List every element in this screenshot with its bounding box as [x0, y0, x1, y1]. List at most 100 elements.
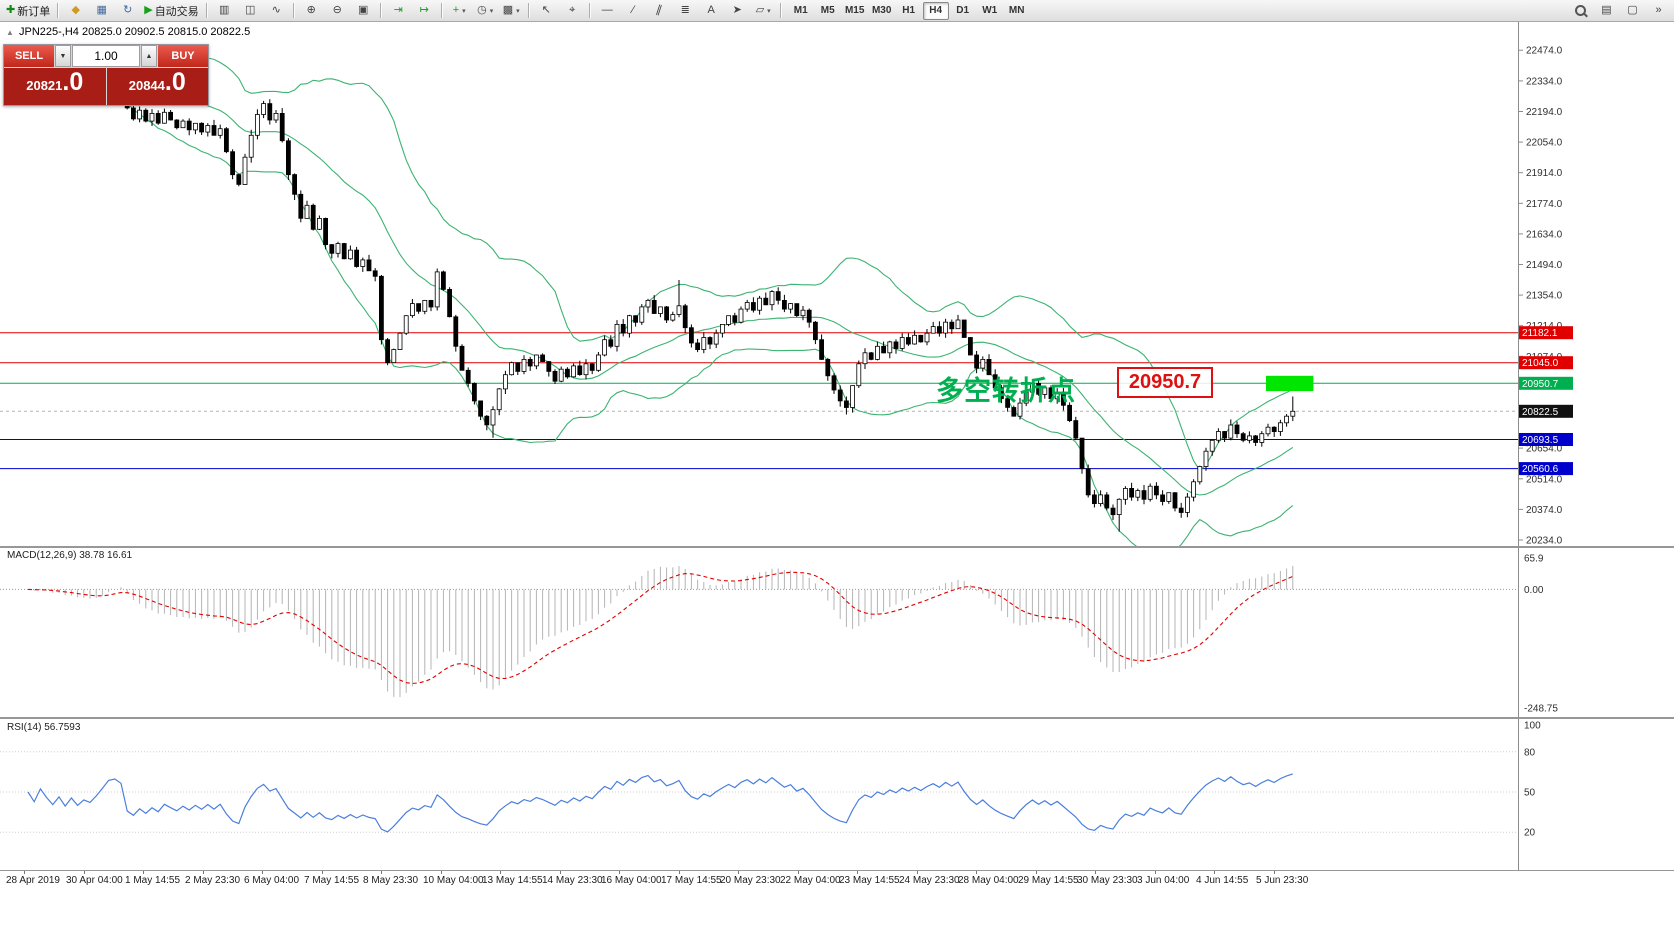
- timeframe-m15-button[interactable]: M15: [844, 5, 865, 16]
- toolbar-separator: [292, 3, 295, 18]
- sell-button[interactable]: SELL: [4, 45, 54, 67]
- horizontal-line-icon: ―: [601, 4, 613, 16]
- buy-button[interactable]: BUY: [158, 45, 208, 67]
- rsi-indicator-label: RSI(14) 56.7593: [7, 722, 81, 733]
- macd-panel[interactable]: 65.9 0.00 -248.75: [0, 546, 1674, 717]
- timeframe-m30-button[interactable]: M30: [871, 5, 892, 16]
- line-chart-type-button[interactable]: ∿: [264, 1, 289, 21]
- time-tick: [84, 871, 85, 874]
- autotrading-button[interactable]: ▶ 自动交易: [141, 1, 201, 21]
- svg-text:-248.75: -248.75: [1524, 704, 1558, 715]
- time-tick: [1214, 871, 1215, 874]
- sell-price[interactable]: 20821.0: [4, 68, 106, 105]
- time-label: 14 May 23:30: [542, 875, 603, 886]
- time-label: 29 May 14:55: [1018, 875, 1079, 886]
- time-label: 1 May 14:55: [125, 875, 181, 886]
- auto-scroll-button[interactable]: ⇥: [386, 1, 411, 21]
- chart-shift-icon: ↦: [419, 4, 429, 16]
- toolbar-overflow-button[interactable]: »: [1646, 1, 1671, 21]
- time-tick: [679, 871, 680, 874]
- time-tick: [500, 871, 501, 874]
- one-click-trading-panel: SELL ▼ 1.00 ▲ BUY 20821.0 20844.0: [3, 44, 209, 106]
- arrow-tool-button[interactable]: ➤: [725, 1, 750, 21]
- new-order-button[interactable]: ✚ 新订单: [3, 1, 53, 21]
- chart-shift-button[interactable]: ↦: [412, 1, 437, 21]
- time-tick: [1155, 871, 1156, 874]
- buy-price-pips: .0: [164, 68, 186, 96]
- templates-icon: ▩: [502, 4, 514, 16]
- search-button[interactable]: [1568, 1, 1593, 21]
- green-zone-rect[interactable]: [1266, 375, 1314, 392]
- timeframe-m1-button[interactable]: M1: [793, 5, 808, 16]
- price-axis[interactable]: 22474.0 22334.0 22194.0 22054.0 21914.0 21774…: [1518, 22, 1573, 546]
- time-tick: [619, 871, 620, 874]
- chevron-down-icon: ▾: [462, 7, 466, 15]
- new-chart-button[interactable]: ▢: [1620, 1, 1645, 21]
- fibonacci-button[interactable]: ≣: [673, 1, 698, 21]
- cursor-button[interactable]: ↖: [534, 1, 559, 21]
- time-label: 28 May 04:00: [958, 875, 1019, 886]
- time-label: 2 May 23:30: [185, 875, 241, 886]
- arrow-tool-icon: ➤: [732, 4, 742, 16]
- channel-button[interactable]: ∥: [647, 1, 672, 21]
- channel-icon: ∥: [654, 3, 664, 17]
- data-window-button[interactable]: ▤: [1594, 1, 1619, 21]
- text-tool-button[interactable]: A: [699, 1, 724, 21]
- toolbar-separator: [379, 3, 382, 18]
- market-watch-button[interactable]: ▦: [89, 1, 114, 21]
- chevron-down-icon: ▾: [489, 7, 494, 15]
- time-tick: [203, 871, 204, 874]
- time-label: 16 May 04:00: [601, 875, 662, 886]
- svg-text:22054.0: 22054.0: [1526, 138, 1563, 149]
- trendline-button[interactable]: ∕: [621, 1, 646, 21]
- candlestick-type-button[interactable]: ◫: [238, 1, 263, 21]
- templates-button[interactable]: ▩ ▾: [499, 1, 524, 21]
- svg-text:21354.0: 21354.0: [1526, 291, 1563, 302]
- svg-text:21914.0: 21914.0: [1526, 168, 1563, 179]
- trendline-icon: ∕: [632, 4, 635, 16]
- zoom-in-button[interactable]: ⊕: [299, 1, 324, 21]
- zoom-out-button[interactable]: ⊖: [325, 1, 350, 21]
- timeframe-h4-button[interactable]: H4: [922, 1, 949, 20]
- volume-up-button[interactable]: ▲: [141, 45, 157, 67]
- auto-scroll-icon: ⇥: [393, 4, 403, 16]
- svg-text:20693.5: 20693.5: [1522, 435, 1559, 446]
- volume-down-button[interactable]: ▼: [55, 45, 71, 67]
- autotrading-button-label: 自动交易: [154, 5, 199, 18]
- zoom-out-icon: ⊖: [332, 4, 342, 16]
- time-label: 13 May 14:55: [482, 875, 543, 886]
- indicators-icon: +: [452, 4, 460, 16]
- macd-signal-line: [27, 571, 1294, 684]
- timeframe-d1-button[interactable]: D1: [956, 5, 970, 16]
- horizontal-line-button[interactable]: ―: [595, 1, 620, 21]
- timeframe-mn-button[interactable]: MN: [1008, 5, 1025, 16]
- time-label: 3 Jun 04:00: [1137, 875, 1190, 886]
- buy-price[interactable]: 20844.0: [106, 68, 208, 105]
- timeframe-m5-button[interactable]: M5: [820, 5, 835, 16]
- tile-windows-button[interactable]: ▣: [351, 1, 376, 21]
- time-axis[interactable]: 28 Apr 2019 30 Apr 04:00 1 May 14:55 2 May …: [0, 870, 1674, 891]
- indicators-button[interactable]: + ▾: [447, 1, 472, 21]
- svg-text:22474.0: 22474.0: [1526, 46, 1563, 57]
- time-tick: [976, 871, 977, 874]
- time-tick: [24, 871, 25, 874]
- toolbar-separator: [440, 3, 443, 18]
- timeframe-w1-button[interactable]: W1: [982, 5, 998, 16]
- volume-input[interactable]: 1.00: [72, 45, 140, 67]
- trade-panel-collapse-icon[interactable]: ▲: [6, 28, 14, 37]
- svg-text:100: 100: [1524, 721, 1541, 732]
- shapes-button[interactable]: ▱ ▾: [751, 1, 776, 21]
- svg-text:21774.0: 21774.0: [1526, 199, 1563, 210]
- periods-button[interactable]: ◷ ▾: [473, 1, 498, 21]
- crosshair-button[interactable]: ⌖: [560, 1, 585, 21]
- toolbar-separator: [779, 3, 782, 18]
- navigator-button[interactable]: ↻: [115, 1, 140, 21]
- bar-chart-type-button[interactable]: ▥: [212, 1, 237, 21]
- time-label: 10 May 04:00: [423, 875, 484, 886]
- shapes-icon: ▱: [755, 4, 765, 16]
- time-tick: [738, 871, 739, 874]
- timeframe-h1-button[interactable]: H1: [902, 5, 916, 16]
- rsi-panel[interactable]: 100 80 50 20: [0, 717, 1674, 870]
- main-chart[interactable]: 22474.0 22334.0 22194.0 22054.0 21914.0 21774…: [0, 22, 1674, 546]
- profiles-button[interactable]: ◆: [63, 1, 88, 21]
